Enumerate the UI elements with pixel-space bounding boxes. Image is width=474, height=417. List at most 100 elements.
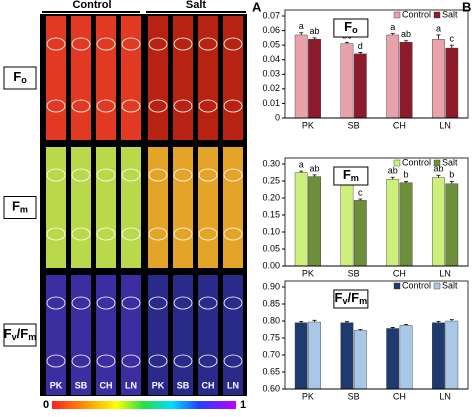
roi-circle [96,168,116,182]
error-bar [436,174,441,178]
x-tick-label: LN [439,268,451,278]
y-tick-label: 0.75 [262,332,280,342]
leaf [148,275,168,395]
leaf [148,147,168,268]
legend-label: Salt [442,280,458,290]
control-heading: Control [72,0,111,11]
label-part: F [4,326,12,341]
chart-title: Fm [343,167,359,183]
significance-letter: c [358,187,363,197]
roi-circle [198,354,218,368]
row-label: Fv/Fm [4,326,37,342]
legend-label: Salt [442,157,458,167]
roi-circle [71,227,91,241]
label-part: F [335,290,343,305]
error-bar [358,52,363,54]
title-box [333,166,369,186]
roi-circle [121,37,141,51]
roi-circle [46,354,66,368]
roi-circle [121,227,141,241]
row-label-box [3,66,37,90]
error-bar [344,41,349,44]
bar [294,172,308,267]
error-bar [404,324,409,326]
legend-swatch [433,159,441,167]
leaf-label: SB [177,380,190,390]
legend-swatch [433,11,441,19]
leaf-label: PK [152,380,165,390]
bar [294,322,308,390]
roi-circle [46,227,66,241]
bar [445,320,459,390]
error-bar [404,180,409,183]
legend-swatch [393,11,401,19]
error-bar [449,180,454,184]
leaf-label: LN [125,380,137,390]
title-box [333,289,369,309]
roi-circle [121,296,141,310]
error-bar [358,198,363,201]
leaf [121,275,141,395]
error-bar [404,40,409,43]
label-part: /F [348,290,360,305]
bar [340,181,354,267]
leaf [71,275,91,395]
roi-circle [148,227,168,241]
legend-swatch [393,159,401,167]
significance-letter: ab [310,163,320,173]
leaf [46,147,66,268]
bar [386,34,400,119]
significance-letter: b [404,170,409,180]
significance-letter: a [299,21,304,31]
y-tick-label: 0.04 [262,54,280,64]
bar [294,34,308,119]
bar [445,47,459,119]
bar [432,177,445,267]
title-box [333,18,369,38]
x-tick-label: SB [348,391,360,401]
chart-title: Fv/Fm [335,290,368,306]
legend-label: Salt [442,9,458,19]
significance-letter: a [436,23,441,33]
significance-letter: c [450,34,455,44]
significance-letter: d [358,41,363,51]
leaf [173,147,193,268]
roi-circle [96,227,116,241]
roi-circle [223,99,243,113]
label-part: m [351,173,359,183]
legend-label: Control [402,157,431,167]
label-part: o [352,25,358,35]
leaf [121,147,141,268]
x-tick-label: LN [439,120,451,130]
significance-letter: ab [401,29,411,39]
bar [353,200,367,267]
label-part: m [20,205,28,215]
colorbar-label: 0 [43,399,49,411]
significance-letter: a [390,22,395,32]
leaf [71,147,91,268]
leaf [71,16,91,140]
leaf [96,147,116,268]
bar [432,322,445,390]
label-part: o [21,75,27,85]
roi-circle [71,354,91,368]
leaf [173,16,193,140]
bar [386,179,400,267]
leaf-label: CH [100,380,113,390]
label-part: F [344,19,352,34]
x-tick-label: PK [302,268,314,278]
roi-circle [173,168,193,182]
row-label-box [3,196,37,219]
bar [340,322,354,390]
y-tick-label: 0.05 [262,243,280,253]
y-tick-label: 0.30 [262,158,280,168]
legend-label: Control [402,9,431,19]
colorbar-label: 1 [240,399,246,411]
roi-circle [173,296,193,310]
roi-circle [173,227,193,241]
error-bar [299,320,304,323]
roi-circle [223,168,243,182]
roi-circle [148,99,168,113]
leaf-label: LN [227,380,239,390]
